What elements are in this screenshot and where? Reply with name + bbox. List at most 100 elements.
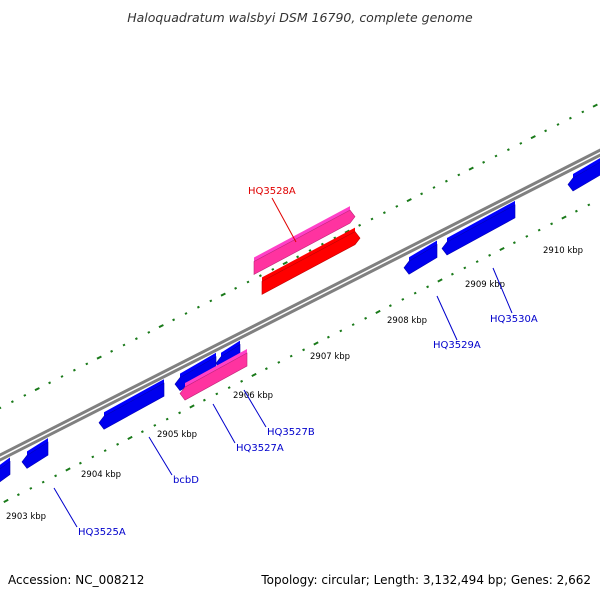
scale-tick-label: 2908 kbp [387, 316, 427, 326]
scale-tick [450, 272, 454, 276]
gene-leader-line [436, 295, 458, 341]
scale-tick [519, 142, 523, 145]
scale-tick [482, 160, 486, 164]
scale-tick [103, 449, 107, 452]
scale-tick [264, 367, 268, 371]
scale-tick [468, 166, 474, 171]
scale-tick [0, 406, 2, 410]
scale-tick [463, 266, 467, 270]
cds-reverse-block[interactable] [21, 438, 49, 469]
scale-tick [444, 179, 448, 183]
scale-tick [172, 318, 176, 322]
scale-tick [406, 198, 412, 203]
scale-tick-label: 2909 kbp [465, 280, 505, 290]
gene-leader-line [271, 197, 297, 243]
scale-tick [556, 123, 560, 126]
scale-tick [587, 203, 591, 207]
scale-tick [296, 255, 300, 259]
cds-reverse-block[interactable] [441, 200, 516, 256]
scale-tick [23, 394, 27, 397]
scale-tick [85, 362, 89, 366]
cds-forward-block[interactable] [253, 206, 356, 275]
scale-tick [3, 498, 9, 503]
gene-label[interactable]: HQ3529A [433, 340, 481, 351]
scale-tick [488, 253, 492, 257]
scale-tick [29, 487, 33, 490]
gene-label[interactable]: HQ3530A [490, 314, 538, 325]
scale-tick [313, 341, 319, 346]
cds-reverse-pink-block[interactable] [179, 349, 248, 401]
scale-tick [494, 154, 498, 158]
scale-tick-label: 2903 kbp [6, 512, 46, 522]
scale-tick [48, 381, 52, 385]
scale-tick [457, 173, 461, 177]
scale-tick [10, 400, 14, 404]
scale-tick [91, 455, 95, 459]
scale-tick [333, 236, 337, 240]
scale-tick [122, 343, 126, 347]
gene-label[interactable]: HQ3527A [236, 443, 284, 454]
scale-tick-label: 2907 kbp [310, 352, 350, 362]
scale-tick [158, 324, 164, 329]
scale-tick [251, 372, 257, 377]
inner-tick-track [3, 203, 591, 503]
scale-tick [289, 354, 293, 358]
gene-leader-line [243, 389, 267, 428]
scale-tick [189, 404, 195, 409]
scale-tick [271, 268, 275, 271]
genome-backbone [0, 148, 600, 462]
scale-tick [339, 329, 343, 333]
scale-tick [209, 299, 213, 303]
scale-tick [16, 493, 20, 497]
scale-tick [178, 411, 182, 415]
scale-tick [437, 278, 443, 283]
scale-tick [475, 260, 479, 263]
scale-tick [116, 442, 120, 446]
scale-tick [134, 337, 138, 341]
scale-tick [215, 392, 219, 396]
scale-tick [147, 331, 151, 334]
scale-tick [60, 375, 64, 378]
cds-reverse-block[interactable] [0, 457, 11, 483]
backbone-line-outer [0, 148, 600, 457]
gene-leader-line [492, 267, 513, 314]
gene-label[interactable]: HQ3525A [78, 527, 126, 538]
cds-reverse-block[interactable] [567, 155, 600, 192]
scale-tick [544, 129, 548, 133]
scale-tick [581, 110, 585, 114]
scale-tick [165, 417, 169, 421]
map-title: Haloquadratum walsbyi DSM 16790, complet… [127, 10, 473, 25]
gene-forward-block[interactable] [261, 227, 361, 295]
scale-tick [227, 386, 231, 389]
scale-tick [395, 205, 399, 208]
scale-tick [240, 379, 244, 383]
scale-tick [34, 387, 40, 392]
gene-label[interactable]: HQ3527B [267, 427, 315, 438]
gene-label[interactable]: bcbD [173, 475, 199, 486]
cds-reverse-block[interactable] [98, 379, 165, 430]
scale-tick [153, 424, 157, 427]
scale-tick [326, 335, 330, 339]
scale-tick [234, 286, 238, 290]
scale-tick [308, 249, 312, 252]
scale-tick [140, 430, 144, 434]
cds-reverse-block[interactable] [403, 240, 438, 275]
backbone-line-inner [0, 153, 600, 462]
scale-tick-label: 2905 kbp [157, 430, 197, 440]
scale-tick-label: 2910 kbp [543, 246, 583, 256]
feature-track [0, 155, 600, 483]
scale-tick [499, 247, 505, 251]
gene-leader-line [53, 487, 78, 528]
scale-tick [72, 368, 76, 372]
scale-tick [302, 348, 306, 352]
gene-leader-line [212, 403, 236, 444]
scale-tick [78, 461, 82, 465]
scale-tick [127, 435, 133, 440]
scale-tick [537, 228, 541, 232]
scale-tick [282, 261, 288, 266]
scale-tick [574, 209, 578, 213]
gene-label[interactable]: HQ3528A [248, 186, 296, 197]
scale-tick [426, 285, 430, 289]
scale-tick [54, 474, 58, 478]
